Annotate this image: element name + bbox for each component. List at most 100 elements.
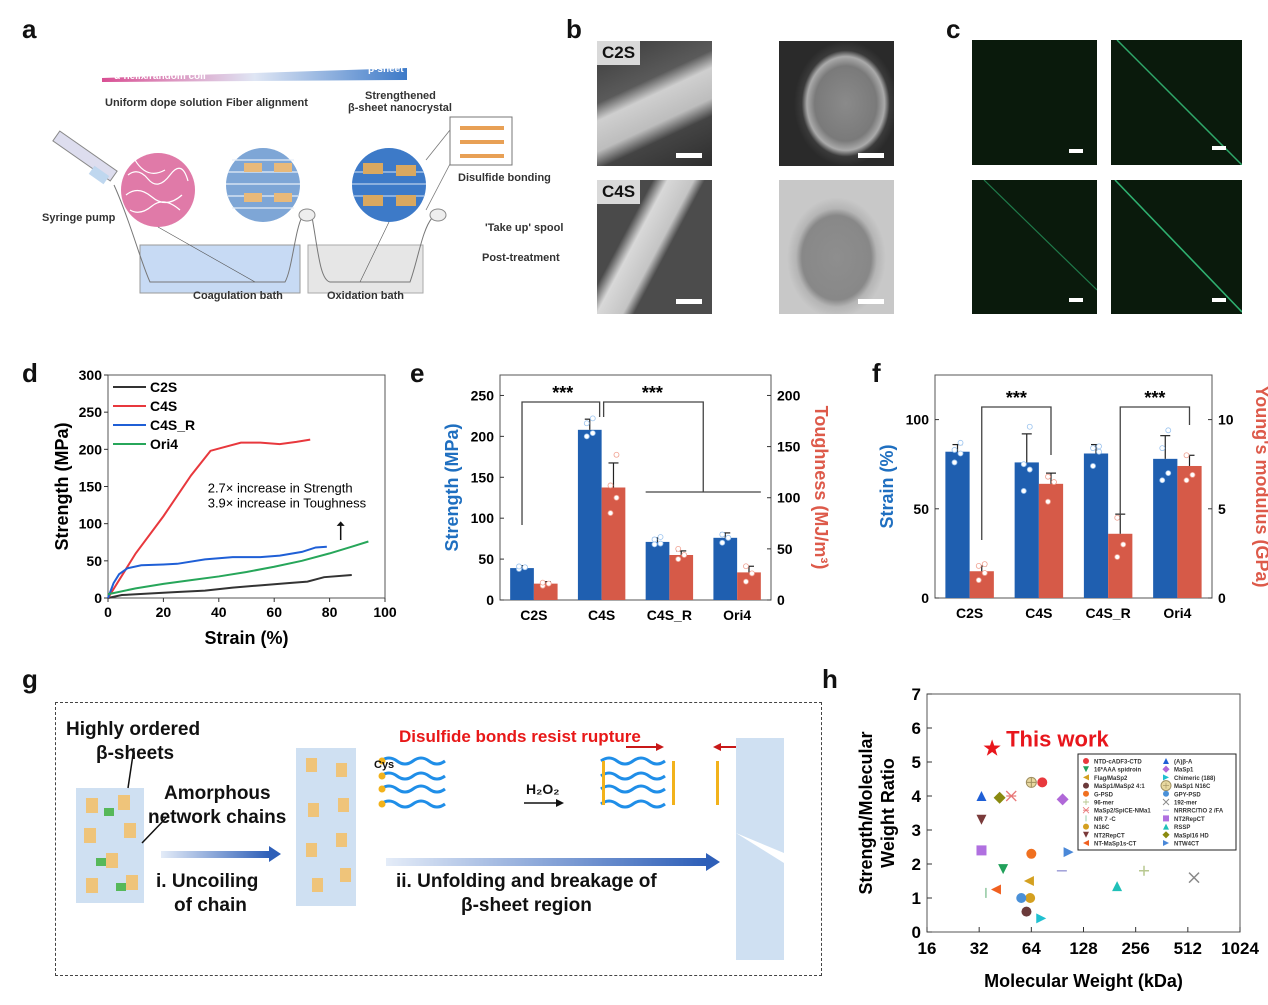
panel-label-e: e [410,358,425,388]
legend-marker [1083,823,1089,830]
legend-marker [1163,758,1169,764]
scatter-point [1056,793,1069,806]
panel-label-f: f [872,358,881,388]
bar-toughness [737,572,761,600]
gradient-right-label: β-sheet [368,64,404,75]
panel-label-d: d [22,358,38,388]
uncoiling-arrow [161,851,269,858]
data-point [1096,443,1102,450]
scatter-point [998,864,1009,875]
data-point [951,459,958,466]
data-point [719,539,726,546]
data-point [725,534,732,541]
y-tick-label: 0 [921,590,929,606]
data-point [1165,470,1172,477]
legend-label: Ori4 [150,436,178,452]
fluorescence-image-3 [972,180,1097,314]
scatter-point-cross [1026,777,1037,788]
data-point [749,570,755,577]
data-point [975,562,982,569]
legend-label: 96-mer [1094,801,1114,807]
fluorescence-image-1 [972,40,1097,165]
bar-strength [510,568,534,600]
legend-label: MaSp1 N16C [1174,784,1211,790]
panel-label-g: g [22,664,38,694]
sem-image-c4s-surface: C4S [597,180,712,314]
scatter-point [1021,906,1032,917]
bar-toughness [669,555,694,600]
x-tick-label: 20 [156,604,172,620]
post-treatment-label: Post-treatment [482,252,560,264]
ordered-label: Highly ordered [66,719,201,740]
bar-strain [1083,453,1109,598]
y-tick-label: 3 [912,821,921,840]
scale-bar [1212,298,1226,302]
annotation-toughness: 3.9× increase in Toughness [208,495,367,510]
y-tick-label: 1 [912,889,921,908]
y2-tick-label: 10 [1218,412,1234,428]
x-tick-label: Ori4 [1163,605,1191,621]
significance-bracket [602,401,704,492]
data-point [1020,461,1027,468]
scale-bar [1069,298,1083,302]
bar-young-s-modulus [1108,533,1133,598]
oxidation-bath-label: Oxidation bath [327,290,404,302]
y2-axis-label: Toughness (MJ/m³) [811,406,831,570]
stage-alignment-label: Fiber alignment [226,97,308,109]
scatter-point [976,814,987,825]
x-tick-label: 0 [104,604,112,620]
data-point [1096,448,1102,455]
data-point [1183,477,1190,484]
x-tick-label: C4S [1025,605,1052,621]
significance-bracket [981,406,1052,540]
scale-bar [676,153,702,158]
significance-bracket [1119,406,1191,520]
data-point [545,580,552,587]
sample-tag-c2s: C2S [597,41,641,65]
legend-marker [1083,831,1089,838]
scatter-point [1188,872,1200,884]
data-point [1090,463,1096,469]
legend-label: (A)β-A [1174,760,1193,766]
data-point [607,510,614,516]
x-tick-label: 100 [373,604,397,620]
bar-young-s-modulus [969,571,994,598]
y-tick-label: 100 [471,510,495,526]
y-tick-label: 6 [912,719,921,738]
sem-image-c2s-surface: C2S [597,41,712,166]
strain-modulus-chart: 0 50 100 0 5 10 C2S C4S C4S_R Ori4 Strain (%) Young… [877,374,1268,621]
data-point [522,564,528,571]
legend-box [1077,753,1237,851]
y-tick-label: 100 [79,516,103,532]
legend-marker [1083,758,1089,764]
x-tick-label: 128 [1069,939,1097,958]
y-tick-label: 150 [79,479,103,495]
x-tick-label: 512 [1174,939,1202,958]
data-point [657,540,664,547]
data-point [1114,514,1121,521]
y-tick-label: 250 [471,387,495,403]
x-tick-label: 256 [1121,939,1149,958]
data-point [1114,554,1121,560]
data-point [1090,445,1096,452]
x-tick-label: Ori4 [723,607,751,623]
bar-young-s-modulus [1038,483,1064,598]
scatter-point [1026,848,1037,859]
mechanism-diagram [76,738,784,960]
x-tick-label: 40 [211,604,227,620]
y-tick-label: 5 [912,753,921,772]
dope-solution-circle [121,153,195,227]
beta-region-label: β-sheet region [461,895,592,916]
data-point [1026,423,1033,430]
data-point [981,561,988,568]
y-tick-label: 300 [79,367,103,383]
y-tick-label: 0 [912,923,921,942]
scatter-point [1139,865,1150,876]
stage-strengthened-label: Strengthened [365,90,436,102]
legend-label: Chimeric (188) [1174,776,1215,782]
y-tick-label: 200 [471,428,495,444]
panel-label-c: c [946,14,961,44]
y-tick-label: 200 [79,441,103,457]
y2-tick-label: 200 [777,387,801,403]
y-axis-label: Strength (MPa) [52,422,72,550]
